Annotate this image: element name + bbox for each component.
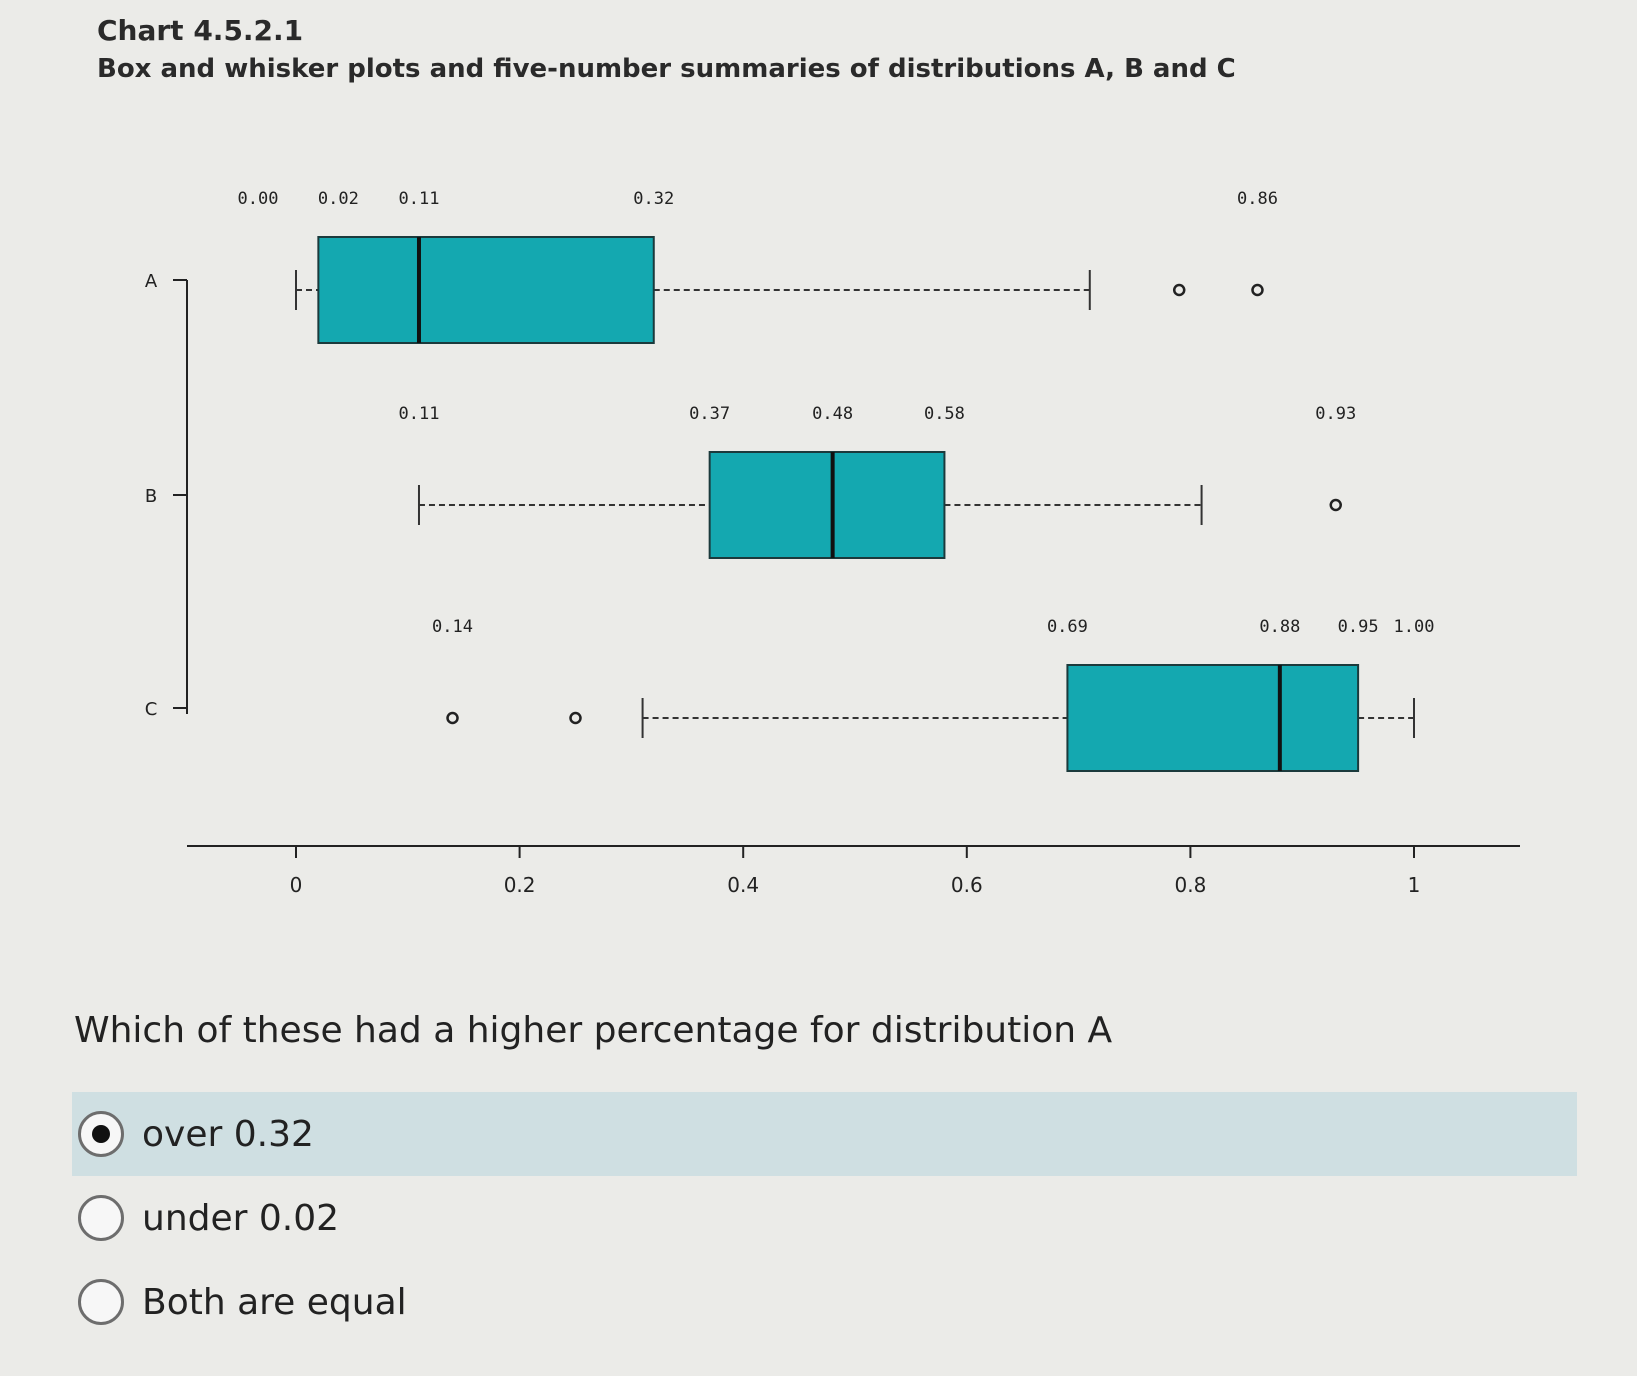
- value-label: 0.48: [812, 404, 853, 424]
- value-label: 0.58: [924, 404, 965, 424]
- x-tick-label: 0: [290, 873, 303, 897]
- outlier-point: [1329, 498, 1342, 512]
- x-tick-label: 0.8: [1174, 873, 1206, 897]
- value-label: 0.14: [432, 617, 473, 637]
- chart-subtitle: Box and whisker plots and five-number su…: [97, 54, 1236, 84]
- box-A: [317, 236, 655, 344]
- category-label-B: B: [145, 486, 157, 507]
- option-both-equal[interactable]: Both are equal: [72, 1260, 1577, 1344]
- category-label-C: C: [145, 699, 158, 720]
- radio-button[interactable]: [78, 1279, 124, 1325]
- value-label: 0.86: [1237, 189, 1278, 209]
- outlier-point: [446, 711, 459, 725]
- outlier-point: [1251, 283, 1264, 297]
- value-label: 0.37: [689, 404, 730, 424]
- value-label: 0.02: [318, 189, 359, 209]
- value-label: 0.11: [399, 189, 440, 209]
- option-over-0-32[interactable]: over 0.32: [72, 1092, 1577, 1176]
- value-label: 1.00: [1394, 617, 1435, 637]
- option-under-0-02[interactable]: under 0.02: [72, 1176, 1577, 1260]
- value-label: 0.95: [1338, 617, 1379, 637]
- value-label: 0.93: [1315, 404, 1356, 424]
- box-C: [1066, 664, 1360, 772]
- value-label: 0.69: [1047, 617, 1088, 637]
- value-label: 0.00: [238, 189, 279, 209]
- outlier-point: [569, 711, 582, 725]
- option-label: Both are equal: [142, 1281, 407, 1323]
- outlier-point: [1172, 283, 1186, 297]
- option-label: under 0.02: [142, 1197, 340, 1239]
- radio-button[interactable]: [78, 1195, 124, 1241]
- question-text: Which of these had a higher percentage f…: [74, 1010, 1113, 1051]
- x-tick-label: 0.2: [504, 873, 536, 897]
- answer-options: over 0.32 under 0.02 Both are equal: [72, 1092, 1577, 1344]
- x-tick-label: 0.6: [951, 873, 983, 897]
- chart-title: Chart 4.5.2.1: [97, 14, 304, 47]
- x-tick-label: 1: [1408, 873, 1421, 897]
- value-label: 0.32: [633, 189, 674, 209]
- category-label-A: A: [145, 271, 158, 292]
- value-label: 0.88: [1259, 617, 1300, 637]
- option-label: over 0.32: [142, 1113, 314, 1155]
- x-tick-label: 0.4: [727, 873, 759, 897]
- box-B: [708, 451, 946, 559]
- value-label: 0.11: [399, 404, 440, 424]
- radio-button-selected[interactable]: [78, 1111, 124, 1157]
- boxplot-chart: A 0.00 0.02 0.11 0.32 0.86 B 0.11 0.37 0.48 0.58 0.…: [145, 189, 1520, 897]
- radio-dot-icon: [92, 1125, 110, 1143]
